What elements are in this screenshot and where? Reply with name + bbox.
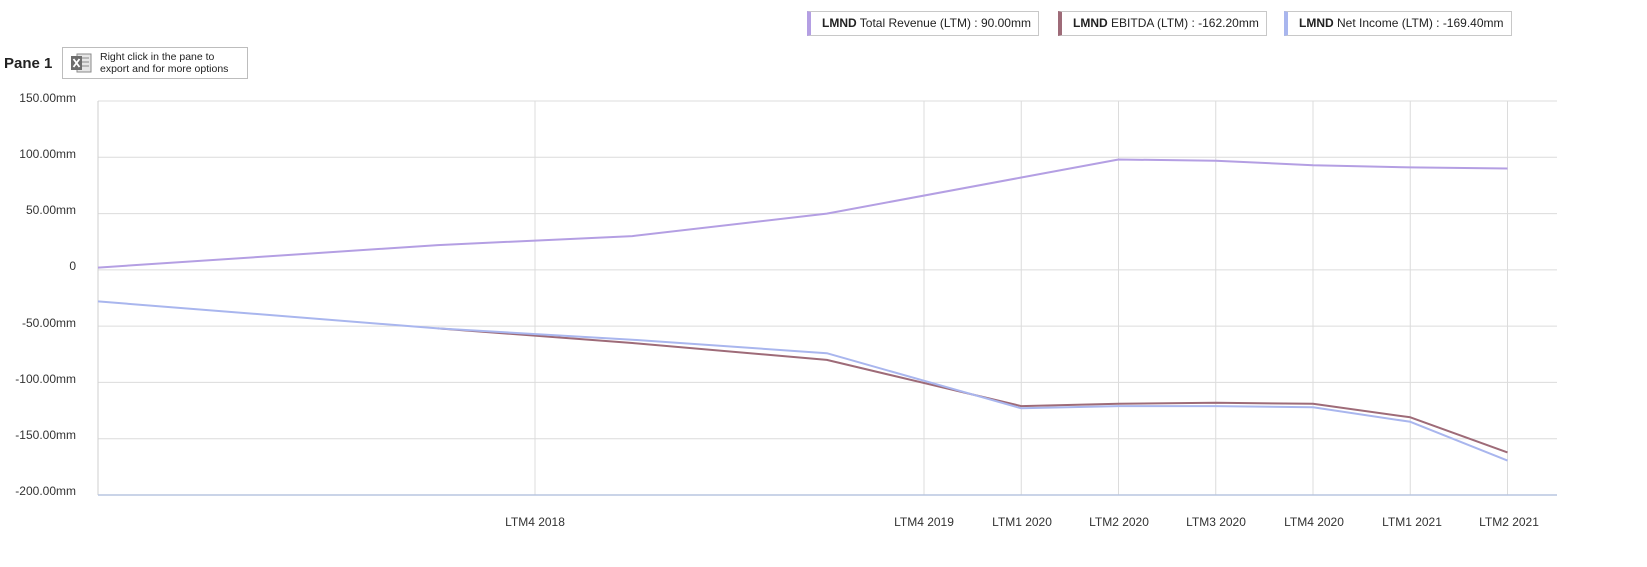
- legend-ticker: LMND: [1299, 16, 1334, 30]
- legend-label: EBITDA (LTM) : -162.20mm: [1111, 16, 1259, 30]
- x-tick-label: LTM2 2020: [1089, 515, 1149, 529]
- y-tick-label: -200.00mm: [15, 484, 76, 498]
- legend-ticker: LMND: [1073, 16, 1108, 30]
- legend-label: Total Revenue (LTM) : 90.00mm: [859, 16, 1031, 30]
- y-tick-label: 0: [69, 259, 76, 273]
- x-tick-label: LTM4 2020: [1284, 515, 1344, 529]
- export-tip-line1: Right click in the pane to: [100, 51, 215, 63]
- x-tick-label: LTM3 2020: [1186, 515, 1246, 529]
- legend-ebitda[interactable]: LMND EBITDA (LTM) : -162.20mm: [1058, 11, 1267, 36]
- pane-title: Pane 1: [4, 55, 53, 72]
- legend-label: Net Income (LTM) : -169.40mm: [1337, 16, 1504, 30]
- series-line-ebitda: [437, 327, 1508, 454]
- y-tick-label: -150.00mm: [15, 428, 76, 442]
- x-tick-label: LTM4 2019: [894, 515, 954, 529]
- y-tick-label: 150.00mm: [19, 91, 76, 105]
- y-tick-label: 100.00mm: [19, 147, 76, 161]
- series-line-total-revenue: [97, 158, 1508, 269]
- y-tick-label: -100.00mm: [15, 372, 76, 386]
- y-tick-label: -50.00mm: [21, 316, 76, 330]
- export-tip-line2: export and for more options: [100, 63, 229, 75]
- legend-total-revenue[interactable]: LMND Total Revenue (LTM) : 90.00mm: [807, 11, 1039, 36]
- excel-icon: [71, 53, 92, 73]
- x-tick-label: LTM2 2021: [1479, 515, 1539, 529]
- x-tick-label: LTM4 2018: [505, 515, 565, 529]
- x-tick-label: LTM1 2021: [1382, 515, 1442, 529]
- legend-ticker: LMND: [822, 16, 857, 30]
- export-tooltip[interactable]: Right click in the pane to export and fo…: [62, 47, 248, 79]
- y-tick-label: 50.00mm: [25, 203, 76, 217]
- legend-net-income[interactable]: LMND Net Income (LTM) : -169.40mm: [1284, 11, 1512, 36]
- x-tick-label: LTM1 2020: [992, 515, 1052, 529]
- series-line-net-income: [97, 300, 1508, 462]
